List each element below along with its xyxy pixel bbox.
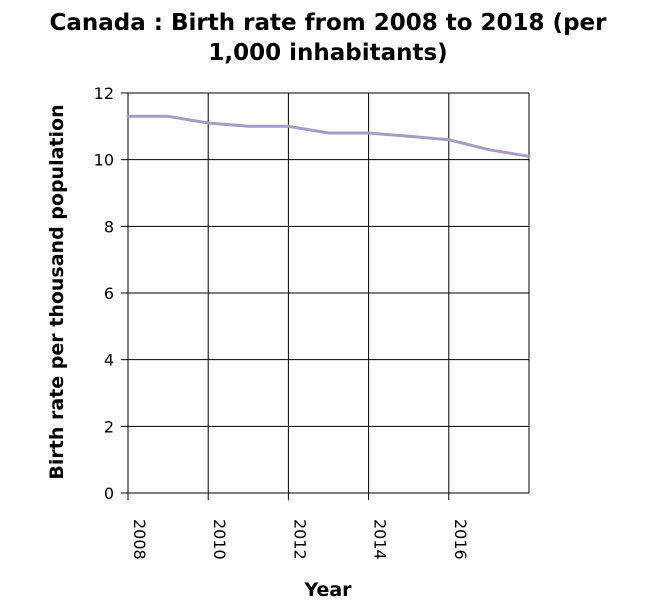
- y-axis-label: Birth rate per thousand population: [46, 104, 68, 479]
- axis-ticks: 0 2 4 6 8 10 12 2008 2010 2012 2014 2016: [94, 84, 470, 560]
- grid: [127, 92, 530, 494]
- x-tick-label: 2008: [130, 519, 149, 560]
- y-tick-label: 10: [94, 151, 114, 170]
- y-tick-label: 4: [104, 351, 114, 370]
- x-tick-label: 2016: [451, 519, 470, 560]
- chart-title-line-1: Canada : Birth rate from 2008 to 2018 (p…: [50, 10, 608, 36]
- y-tick-label: 8: [104, 217, 114, 236]
- x-tick-label: 2012: [290, 519, 309, 560]
- y-tick-label: 2: [104, 417, 114, 436]
- x-tick-label: 2014: [371, 519, 390, 560]
- y-tick-label: 6: [104, 284, 114, 303]
- series-layer: [126, 114, 531, 158]
- x-axis-label: Year: [303, 579, 352, 601]
- y-tick-label: 12: [94, 84, 114, 103]
- chart-title-line-2: 1,000 inhabitants): [208, 40, 447, 66]
- y-tick-label: 0: [104, 484, 114, 503]
- x-tick-label: 2010: [210, 519, 229, 560]
- series-line: [126, 114, 531, 158]
